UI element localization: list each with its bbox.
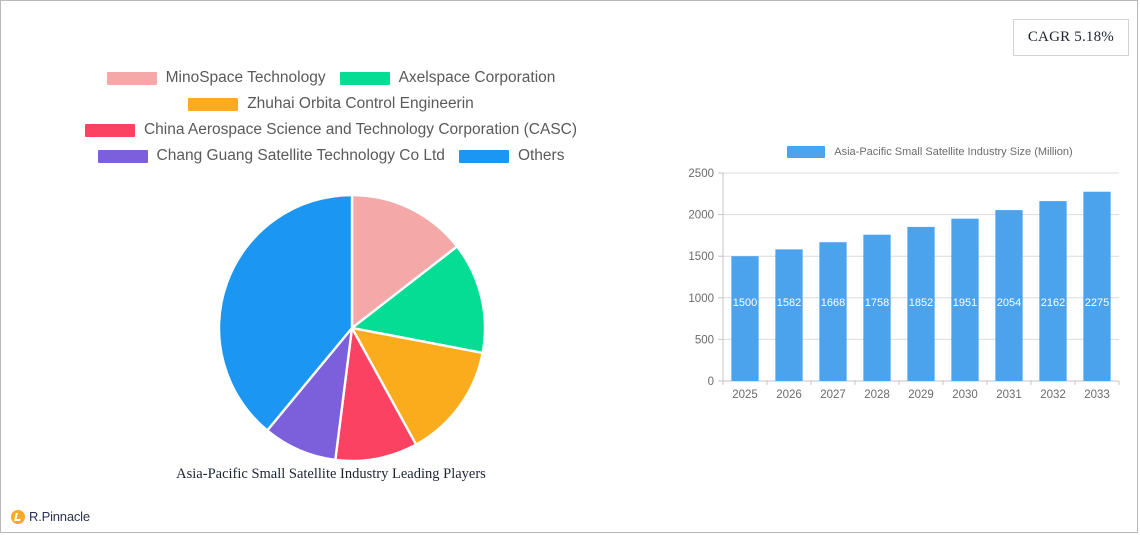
bar[interactable] bbox=[863, 234, 891, 381]
legend-swatch-icon bbox=[97, 149, 148, 163]
bar-value-label: 1582 bbox=[777, 297, 801, 309]
legend-swatch-icon bbox=[188, 97, 239, 111]
bar-value-label: 1668 bbox=[821, 297, 845, 309]
bar-value-label: 2054 bbox=[997, 297, 1021, 309]
legend-item-others[interactable]: Others bbox=[458, 147, 565, 165]
bar-value-label: 1758 bbox=[865, 297, 889, 309]
bar[interactable] bbox=[819, 242, 847, 381]
legend-item-label: Axelspace Corporation bbox=[398, 69, 556, 86]
bar-value-label: 2275 bbox=[1085, 297, 1109, 309]
pie-chart-panel: MinoSpace Technology Axelspace Corporati… bbox=[1, 1, 661, 501]
y-axis-tick-label: 2000 bbox=[688, 210, 714, 222]
bar[interactable] bbox=[951, 218, 979, 381]
pie-slice[interactable] bbox=[349, 326, 485, 447]
legend-item-label: Others bbox=[517, 147, 565, 164]
pie-legend-row: Zhuhai Orbita Control Engineerin bbox=[188, 95, 474, 113]
legend-swatch-icon bbox=[339, 71, 390, 85]
bar-chart-legend[interactable]: Asia-Pacific Small Satellite Industry Si… bbox=[669, 141, 1131, 163]
bar-value-label: 1500 bbox=[733, 297, 757, 309]
pie-slice[interactable] bbox=[218, 194, 354, 433]
legend-swatch-icon bbox=[458, 149, 509, 163]
legend-swatch-icon bbox=[84, 123, 135, 137]
cagr-badge-label: CAGR 5.18% bbox=[1027, 29, 1114, 45]
y-axis-tick-label: 1500 bbox=[688, 251, 714, 263]
bar-value-label: 1852 bbox=[909, 297, 933, 309]
bar[interactable] bbox=[1083, 191, 1111, 381]
bar-chart-plot: 0 500 1000 1500 2000 2500 1500 2025 1582 2026 1668… bbox=[669, 163, 1131, 413]
x-axis-tick-label: 2033 bbox=[1084, 389, 1110, 401]
pie-chart-graphic bbox=[218, 194, 486, 462]
legend-item-label: Zhuhai Orbita Control Engineerin bbox=[247, 95, 474, 112]
pie-legend: MinoSpace Technology Axelspace Corporati… bbox=[1, 69, 661, 165]
pie-slice[interactable] bbox=[333, 324, 418, 462]
legend-item-casc[interactable]: China Aerospace Science and Technology C… bbox=[84, 121, 578, 139]
pie-svg[interactable] bbox=[218, 194, 486, 462]
x-axis-tick-label: 2028 bbox=[864, 389, 890, 401]
x-axis-tick-label: 2029 bbox=[908, 389, 934, 401]
y-axis-tick-label: 2500 bbox=[688, 168, 714, 180]
bar[interactable] bbox=[775, 249, 803, 381]
legend-item-label: China Aerospace Science and Technology C… bbox=[143, 121, 578, 138]
pie-chart-title: Asia-Pacific Small Satellite Industry Le… bbox=[176, 466, 486, 482]
legend-item-label: Chang Guang Satellite Technology Co Ltd bbox=[156, 147, 445, 164]
cagr-badge: CAGR 5.18% bbox=[1012, 19, 1129, 56]
bar[interactable] bbox=[1039, 201, 1067, 381]
pie-slice[interactable] bbox=[350, 194, 459, 331]
legend-item-axelspace-corporation[interactable]: Axelspace Corporation bbox=[339, 69, 556, 87]
pie-legend-row: MinoSpace Technology Axelspace Corporati… bbox=[106, 69, 556, 87]
y-axis-tick-label: 0 bbox=[708, 376, 714, 388]
bar-svg[interactable]: 0 500 1000 1500 2000 2500 1500 2025 1582 2026 1668… bbox=[669, 163, 1131, 413]
legend-item-minospace-technology[interactable]: MinoSpace Technology bbox=[106, 69, 326, 87]
x-axis-tick-label: 2025 bbox=[732, 389, 758, 401]
legend-item-label: MinoSpace Technology bbox=[165, 69, 326, 86]
legend-swatch-icon bbox=[787, 146, 826, 158]
y-axis-tick-label: 1000 bbox=[688, 293, 714, 305]
bar-value-label: 1951 bbox=[953, 297, 977, 309]
y-axis-tick-label: 500 bbox=[695, 334, 714, 346]
legend-item-chang-guang-satellite-technology[interactable]: Chang Guang Satellite Technology Co Ltd bbox=[97, 147, 445, 165]
bar-value-label: 2162 bbox=[1041, 297, 1065, 309]
x-axis-tick-label: 2032 bbox=[1040, 389, 1066, 401]
legend-swatch-icon bbox=[106, 71, 157, 85]
bar[interactable] bbox=[995, 210, 1023, 381]
pie-legend-row: Chang Guang Satellite Technology Co Ltd … bbox=[97, 147, 565, 165]
x-axis-tick-label: 2030 bbox=[952, 389, 978, 401]
footer-brand: R.Pinnacle bbox=[11, 509, 90, 524]
bar-chart-panel: Asia-Pacific Small Satellite Industry Si… bbox=[669, 141, 1131, 416]
legend-item-zhuhai-orbita-control-engineerin[interactable]: Zhuhai Orbita Control Engineerin bbox=[188, 95, 474, 113]
x-axis-tick-label: 2026 bbox=[776, 389, 802, 401]
x-axis-tick-label: 2031 bbox=[996, 389, 1022, 401]
bar-legend-label: Asia-Pacific Small Satellite Industry Si… bbox=[834, 146, 1073, 158]
pie-legend-row: China Aerospace Science and Technology C… bbox=[84, 121, 578, 139]
bar[interactable] bbox=[907, 226, 935, 381]
pinnacle-circle-icon bbox=[11, 509, 25, 524]
x-axis-tick-label: 2027 bbox=[820, 389, 846, 401]
brand-name-label: R.Pinnacle bbox=[29, 509, 90, 524]
bar[interactable] bbox=[731, 256, 759, 381]
pie-slice[interactable] bbox=[349, 244, 486, 355]
